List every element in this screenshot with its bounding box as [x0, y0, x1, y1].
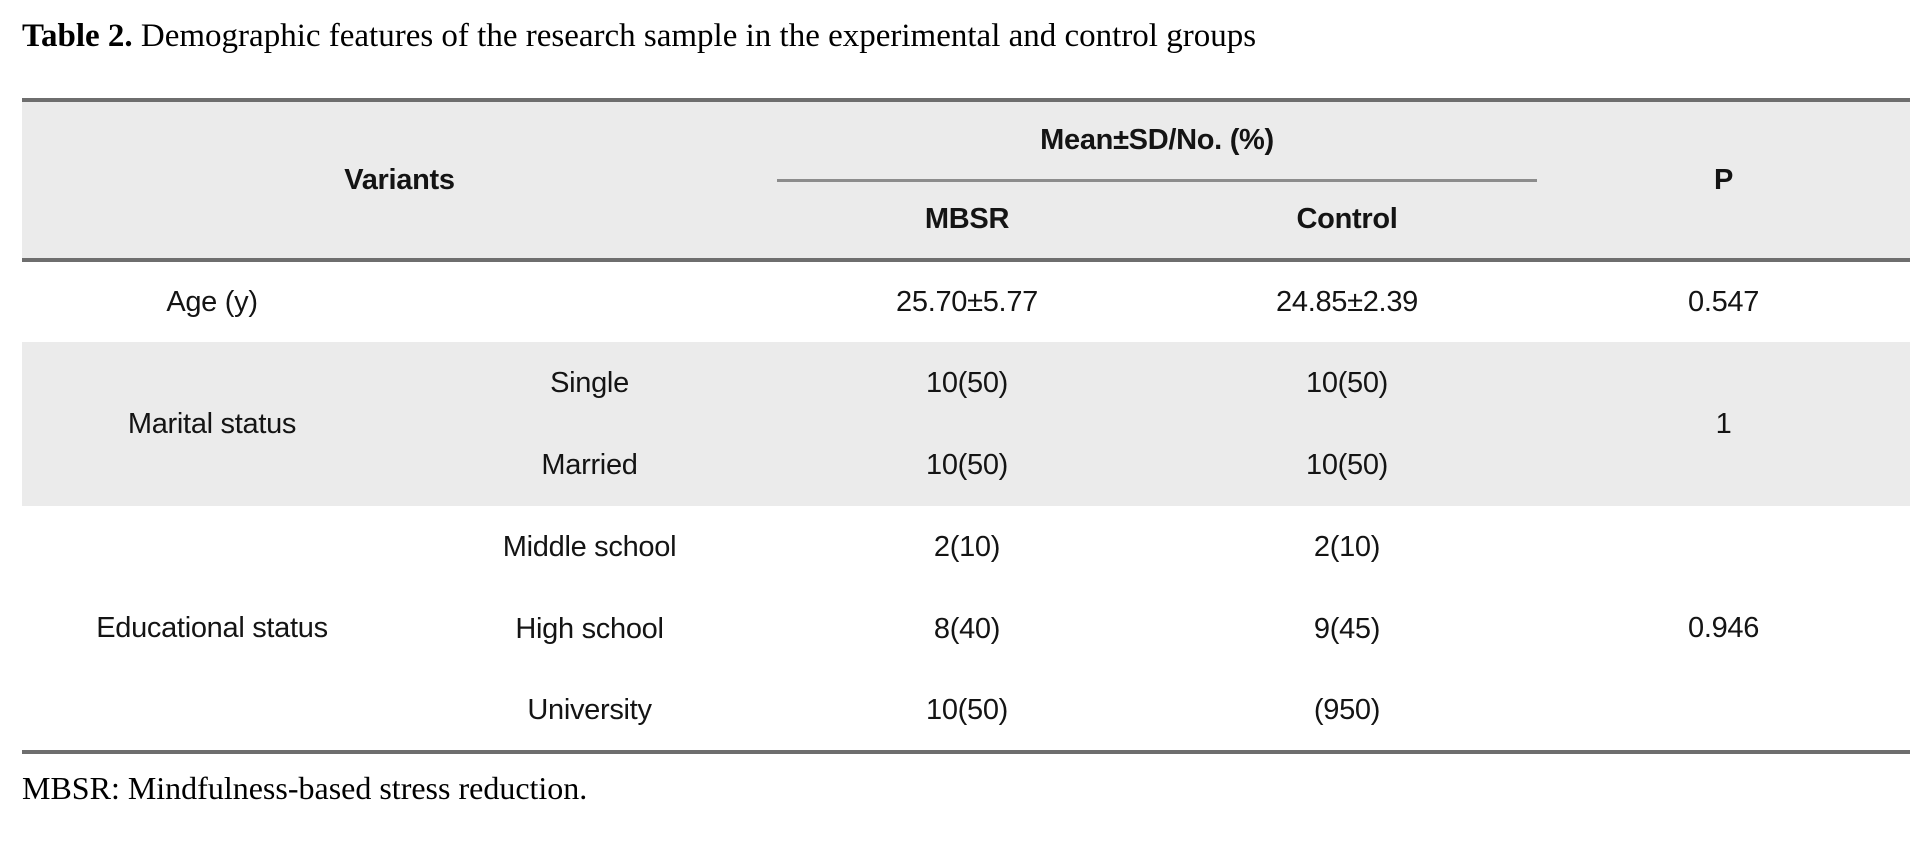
col-header-p: P — [1537, 100, 1911, 262]
cell-age-mbsr: 25.70±5.77 — [896, 285, 1038, 318]
cell-middle-school-mbsr: 2(10) — [933, 530, 1001, 563]
cell-age-label: Age (y) — [166, 285, 258, 318]
header-row-1: Variants Mean±SD/No. (%) P — [22, 100, 1911, 262]
cell-age-subcategory — [402, 260, 777, 342]
cell-educational-label: Educational status — [96, 611, 328, 644]
cell-single-control: 10(50) — [1306, 366, 1389, 399]
row-education-high: High school 8(40) 9(45) — [22, 588, 1910, 670]
cell-married-control: 10(50) — [1306, 448, 1389, 481]
demographics-table: Variants Mean±SD/No. (%) P MBSR Control … — [22, 98, 1911, 754]
table-body: Age (y) 25.70±5.77 24.85±2.39 0.547 Mari… — [22, 260, 1911, 752]
table-caption-text: Demographic features of the research sam… — [140, 18, 1257, 54]
col-header-control: Control — [1157, 180, 1538, 262]
cell-married-mbsr: 10(50) — [926, 448, 1009, 481]
cell-educational-p: 0.946 — [1687, 611, 1760, 644]
header-row-2: MBSR Control — [22, 180, 1910, 262]
table-caption-number: Table 2. — [22, 18, 133, 54]
cell-marital-label: Marital status — [127, 407, 297, 440]
cell-single-label: Single — [550, 366, 629, 399]
table-footnote: MBSR: Mindfulness-based stress reduction… — [22, 770, 588, 806]
cell-age-control: 24.85±2.39 — [1276, 285, 1418, 318]
cell-single-mbsr: 10(50) — [926, 366, 1009, 399]
cell-married-label: Married — [541, 448, 638, 481]
cell-middle-school-label: Middle school — [502, 530, 677, 563]
cell-age-p: 0.547 — [1687, 285, 1760, 318]
col-header-variants: Variants — [22, 100, 778, 262]
row-age: Age (y) 25.70±5.77 24.85±2.39 0.547 — [22, 260, 1910, 342]
table-caption: Table 2. Demographic features of the res… — [22, 14, 1910, 58]
table-head: Variants Mean±SD/No. (%) P MBSR Control — [22, 100, 1911, 262]
row-education-university: University 10(50) (950) — [22, 670, 1910, 752]
col-header-mbsr: MBSR — [777, 180, 1158, 262]
cell-university-label: University — [527, 693, 652, 726]
cell-university-mbsr: 10(50) — [926, 693, 1009, 726]
cell-middle-school-control: 2(10) — [1313, 530, 1381, 563]
col-header-mean-sd-group: Mean±SD/No. (%) — [777, 100, 1538, 182]
cell-marital-p: 1 — [1715, 407, 1732, 440]
cell-high-school-mbsr: 8(40) — [933, 612, 1001, 645]
row-marital-single: Marital status Single 10(50) 10(50) 1 — [22, 342, 1911, 440]
row-education-middle: Educational status Middle school 2(10) 2… — [22, 506, 1910, 644]
cell-high-school-control: 9(45) — [1313, 612, 1381, 645]
cell-high-school-label: High school — [515, 612, 664, 645]
cell-university-control: (950) — [1313, 693, 1381, 726]
